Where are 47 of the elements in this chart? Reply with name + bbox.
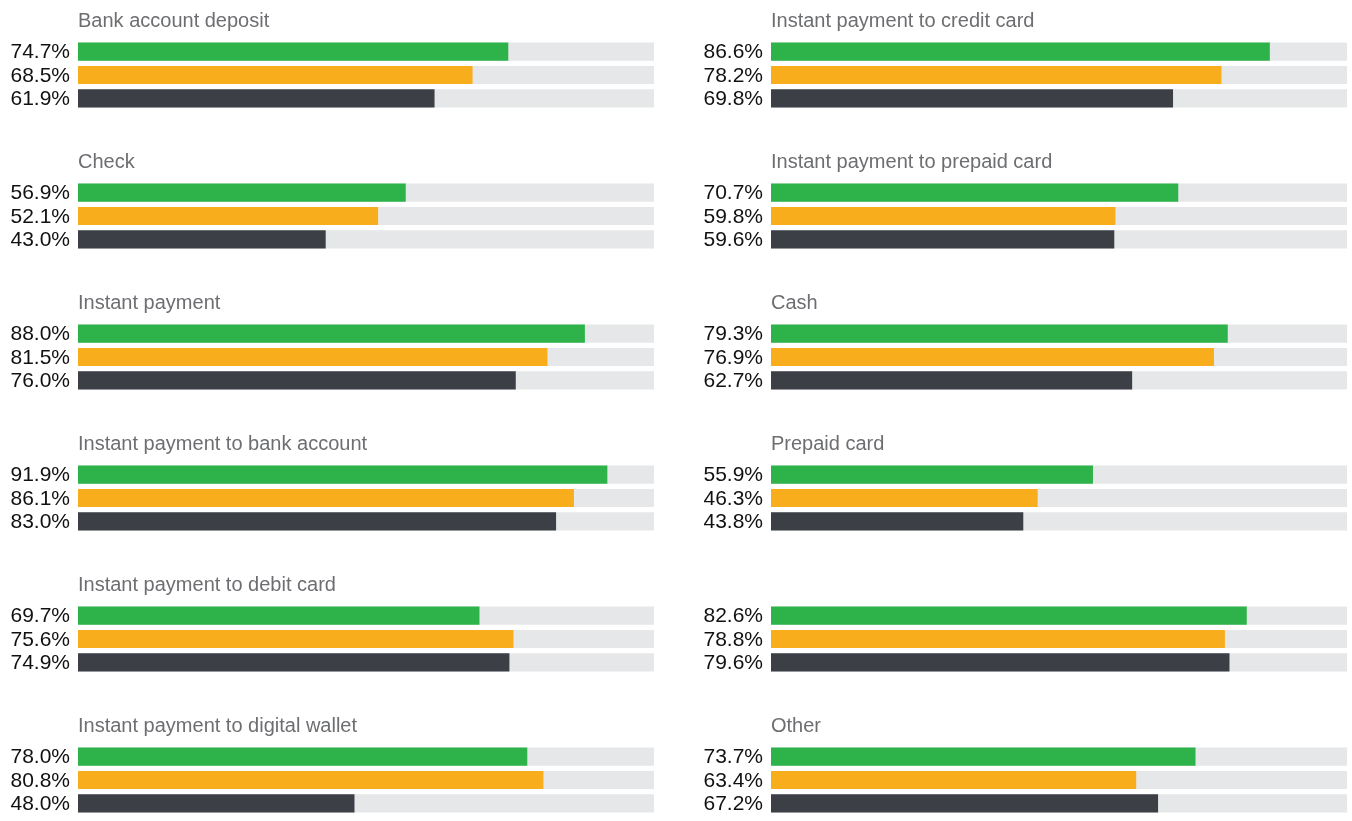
data-label: 68.5% bbox=[10, 62, 70, 86]
data-label: 91.9% bbox=[10, 462, 70, 486]
data-label: 74.7% bbox=[10, 39, 70, 63]
chart-title: Instant payment to digital wallet bbox=[78, 713, 358, 737]
data-label: 81.5% bbox=[10, 344, 70, 368]
data-label: 79.3% bbox=[703, 321, 763, 345]
data-label: 67.2% bbox=[703, 791, 763, 815]
data-label: 62.7% bbox=[703, 368, 763, 392]
data-label: 55.9% bbox=[703, 462, 763, 486]
data-label: 59.8% bbox=[703, 203, 763, 227]
data-label: 48.0% bbox=[10, 791, 70, 815]
chart-title: Other bbox=[771, 713, 822, 737]
data-label: 88.0% bbox=[10, 321, 70, 345]
data-label: 75.6% bbox=[10, 626, 70, 650]
data-label: 79.6% bbox=[703, 650, 763, 674]
data-label: 69.8% bbox=[703, 86, 763, 110]
data-label: 78.0% bbox=[10, 744, 70, 768]
chart-title: Bank account deposit bbox=[78, 8, 270, 32]
data-label: 76.9% bbox=[703, 344, 763, 368]
data-label: 59.6% bbox=[703, 227, 763, 251]
chart-title: Prepaid card bbox=[771, 431, 885, 455]
data-label: 78.2% bbox=[703, 62, 763, 86]
data-label: 46.3% bbox=[703, 485, 763, 509]
data-label: 63.4% bbox=[703, 767, 763, 791]
data-label: 70.7% bbox=[703, 180, 763, 204]
data-label: 56.9% bbox=[10, 180, 70, 204]
chart-title: Instant payment to prepaid card bbox=[771, 149, 1053, 173]
chart-title: Cash bbox=[771, 290, 818, 314]
data-label: 76.0% bbox=[10, 368, 70, 392]
data-label: 43.0% bbox=[10, 227, 70, 251]
data-label: 74.9% bbox=[10, 650, 70, 674]
data-label: 80.8% bbox=[10, 767, 70, 791]
data-label: 78.8% bbox=[703, 626, 763, 650]
data-label: 69.7% bbox=[10, 603, 70, 627]
data-label: 43.8% bbox=[703, 509, 763, 533]
data-label: 52.1% bbox=[10, 203, 70, 227]
data-label: 61.9% bbox=[10, 86, 70, 110]
data-label: 82.6% bbox=[703, 603, 763, 627]
chart-title: Instant payment bbox=[78, 290, 221, 314]
data-label: 86.6% bbox=[703, 39, 763, 63]
chart-title: Instant payment to bank account bbox=[78, 431, 368, 455]
chart-title: Check bbox=[78, 149, 135, 173]
chart-title: Instant payment to debit card bbox=[78, 572, 336, 596]
data-label: 73.7% bbox=[703, 744, 763, 768]
chart-title: Instant payment to credit card bbox=[771, 8, 1035, 32]
data-label: 86.1% bbox=[10, 485, 70, 509]
data-label: 83.0% bbox=[10, 509, 70, 533]
